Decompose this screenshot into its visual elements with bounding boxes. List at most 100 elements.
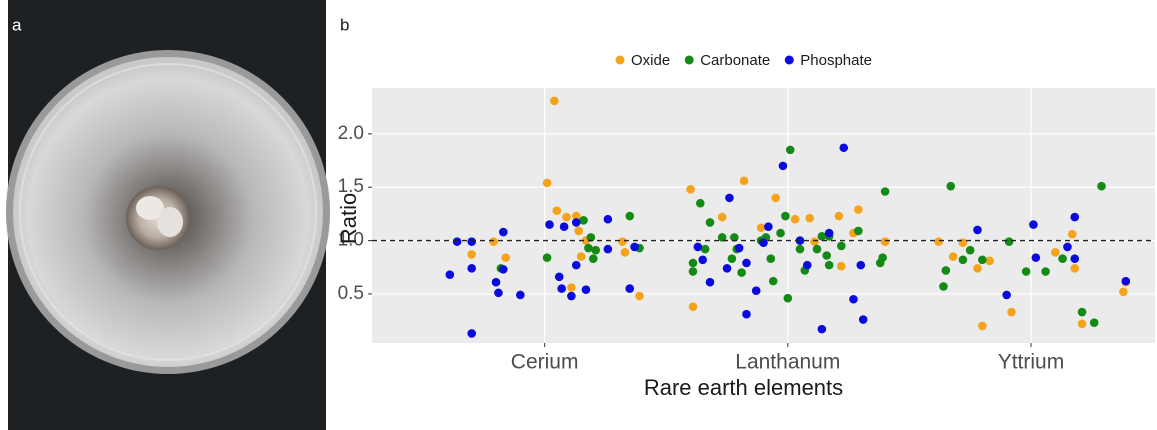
point [948,252,958,261]
point [467,264,476,273]
chart: 0.5 1.0 1.5 2.0 Cerium Lanthanum Yttrium Rare e… [336,52,1155,400]
panel-label: a [12,15,22,34]
point [698,255,708,265]
point [878,253,887,262]
point [574,226,583,236]
point [467,329,476,338]
point [759,238,768,248]
point [554,272,564,282]
point [965,245,975,255]
point [1070,212,1080,222]
point [776,228,785,238]
x-tick-label: Lanthanum [735,351,840,374]
point [1089,318,1099,328]
point [1007,307,1016,317]
dish-inner-rim [19,63,317,361]
point [939,282,948,291]
point [837,241,846,251]
point [584,243,593,253]
legend-label: Oxide [631,52,670,69]
legend-label: Phosphate [800,52,872,69]
legend-label: Carbonate [700,52,770,69]
x-tick-label: Cerium [511,351,579,374]
point [817,232,827,241]
point [778,161,788,171]
point [1021,267,1031,276]
point [625,284,635,293]
point [491,277,501,287]
point [1077,319,1087,329]
point [700,244,710,254]
point [686,185,695,194]
point [559,222,569,232]
point [688,267,698,276]
point [734,243,744,253]
point [764,222,773,232]
point [739,176,749,186]
point [1119,287,1128,297]
point [494,288,503,298]
point [805,213,815,223]
point [1070,264,1080,273]
point [489,237,498,246]
point [445,270,455,280]
point [839,143,849,153]
legend-key [784,55,794,65]
fungus-spot [157,207,183,237]
point [562,212,571,222]
point [722,264,732,273]
point [858,315,868,324]
point [567,283,576,292]
point [501,253,511,262]
fungus-spot [136,196,164,220]
point [571,218,581,227]
point [849,294,858,304]
point [824,260,834,270]
point [771,193,780,203]
x-axis-title: Rare earth elements [644,375,843,400]
point [635,291,644,301]
point [1070,254,1080,264]
point [756,223,766,233]
panel-label: b [340,15,349,34]
point [973,264,982,273]
point [751,286,761,296]
point [557,284,566,293]
point [1063,242,1072,252]
point [576,252,586,261]
point [973,225,982,235]
point [978,255,987,265]
point [603,244,613,254]
point [717,212,727,222]
point [742,258,751,268]
point [958,255,968,265]
point [1058,254,1067,264]
point [591,245,601,255]
point [781,211,790,221]
point [717,233,727,242]
point [856,260,866,270]
point [817,324,827,334]
point [880,237,890,246]
point [824,228,834,238]
point [581,285,591,294]
point [812,244,822,254]
point [499,227,508,237]
point [785,145,795,155]
point [941,266,951,275]
legend-key [615,55,625,65]
y-tick-label: 1.5 [338,176,364,197]
point [1041,267,1050,276]
point [516,290,525,300]
point [467,250,476,259]
point [452,237,462,246]
point [571,260,581,270]
point [1002,290,1011,300]
point [705,277,715,287]
point [790,214,800,224]
point [1051,248,1060,257]
point [618,237,627,246]
point [499,265,508,274]
point [725,193,734,203]
point [985,256,994,266]
